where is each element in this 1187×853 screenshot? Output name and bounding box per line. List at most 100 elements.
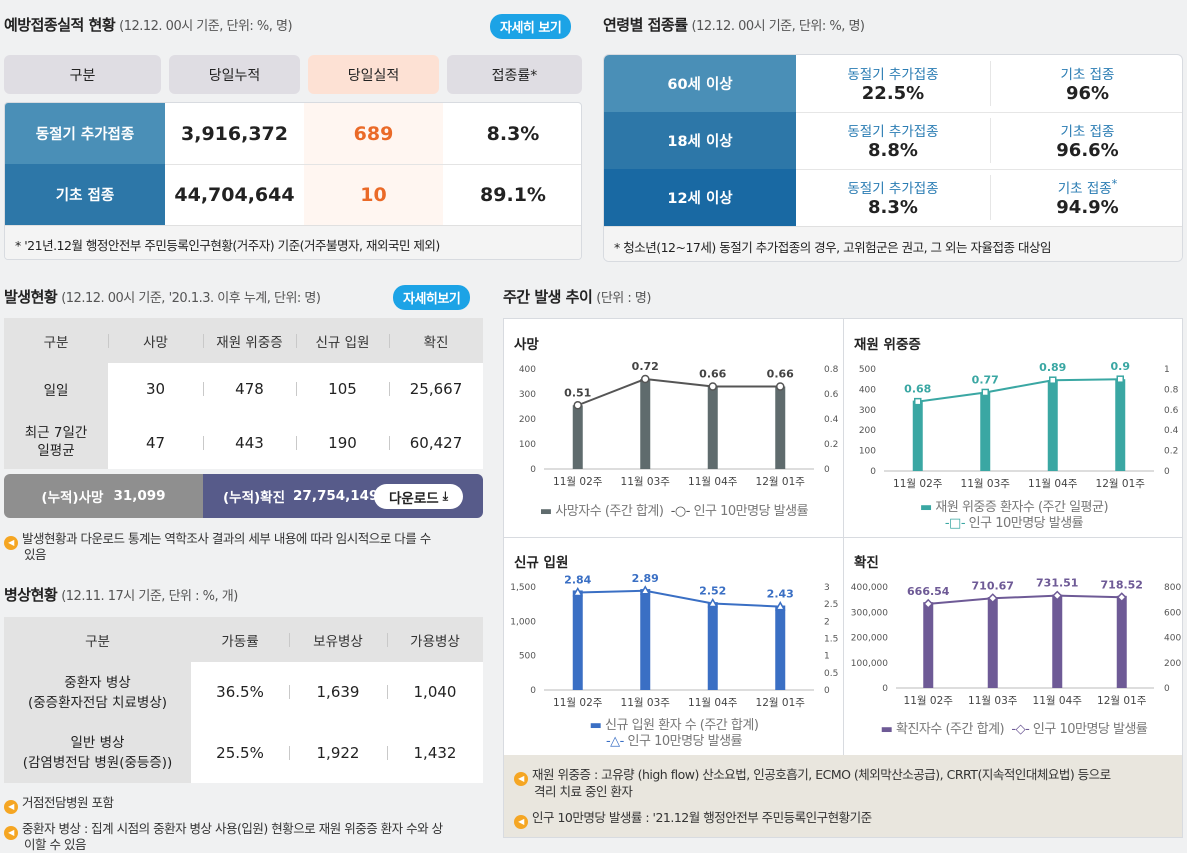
y2-tick-label: 0.2: [824, 440, 838, 450]
bar: [572, 590, 583, 690]
x-tick-label: 12월 01주: [756, 697, 806, 709]
occ-hsep-3: [296, 334, 297, 348]
data-label: 0.9: [1111, 360, 1131, 373]
rate-point: [708, 382, 717, 391]
y-tick-label: 100: [859, 447, 876, 457]
chart4-legend: ▬ 확진자수 (주간 합계) -◇- 인구 10만명당 발생률: [880, 722, 1148, 737]
y2-tick-label: 1: [824, 652, 830, 662]
vacc-detail-button[interactable]: 자세히 보기: [490, 14, 572, 39]
occ-header-category: 구분: [4, 318, 108, 363]
weekly-note-1-cont: 격리 치료 중인 환자: [534, 784, 633, 799]
y-tick-label: 100,000: [851, 659, 888, 669]
rate-line: [577, 589, 781, 608]
rate-point: [914, 397, 922, 406]
occ-header-severe: 재원 위중증: [203, 318, 296, 363]
bar: [707, 386, 718, 469]
age-12-star: *: [1111, 177, 1118, 191]
data-label: 666.54: [907, 585, 950, 598]
bar: [1115, 379, 1126, 471]
beds-icu-avail: 1,040: [413, 683, 457, 701]
beds-hsep-2: [387, 633, 388, 647]
x-tick-label: 12월 01주: [1097, 695, 1147, 707]
x-tick-label: 11월 02주: [893, 478, 943, 490]
chart2-legend: ▬ 재원 위중증 환자수 (주간 일평균) -□- 인구 10만명당 발생률: [919, 500, 1109, 531]
beds-general-rate: 25.5%: [216, 744, 264, 762]
y-tick-label: 500: [859, 365, 876, 375]
occ-hsep-4: [389, 334, 390, 348]
occ-sep-a: [203, 382, 204, 396]
y-tick-label: 200: [859, 426, 876, 436]
occ-daily-severe: 478: [235, 380, 264, 398]
y2-tick-label: 1.5: [824, 635, 838, 645]
x-tick-label: 11월 03주: [961, 478, 1011, 490]
bar: [923, 602, 934, 688]
occ-sep-b: [296, 382, 297, 396]
y2-tick-label: 600: [1164, 608, 1181, 618]
y2-tick-label: 0.6: [824, 390, 839, 400]
rate-point: [572, 586, 584, 597]
download-button[interactable]: 다운로드 ⤓: [374, 484, 463, 509]
y-tick-label: 200: [519, 415, 536, 425]
age-60-booster: 동절기 추가접종 22.5%: [847, 67, 939, 104]
beds-header-have: 보유병상: [289, 617, 387, 662]
data-label: 2.52: [699, 584, 726, 597]
age-18-booster: 동절기 추가접종 8.8%: [847, 124, 939, 161]
bar: [1052, 594, 1063, 688]
vacc-header-cumulative: 당일누적: [169, 55, 300, 94]
y2-tick-label: 3: [824, 583, 830, 593]
beds-title: 병상현황 (12.11. 17시 기준, 단위 : %, 개): [4, 586, 238, 604]
occ-daily-death: 30: [145, 380, 166, 398]
speaker-icon: ◀: [514, 772, 528, 786]
chart-death: 0 100 200 300 400 0 0.2 0.4 0.6 0.8 11월 02주 11월 03주…: [519, 360, 839, 488]
occ-hsep-2: [203, 334, 204, 348]
y2-tick-label: 0: [824, 686, 830, 696]
beds-header-rate: 가동률: [191, 617, 289, 662]
x-tick-label: 11월 03주: [621, 697, 671, 709]
rate-point: [923, 598, 934, 609]
occ-hsep-1: [108, 334, 109, 348]
chart1-legend: ▬ 사망자수 (주간 합계) -○- 인구 10만명당 발생률: [539, 504, 809, 519]
y-tick-label: 0: [530, 465, 536, 475]
chart-confirmed: 0 100,000 200,000 300,000 400,000 0 200 400 600 8…: [851, 577, 1182, 707]
chart2-title: 재원 위중증: [854, 337, 921, 353]
occ-table: 구분 사망 재원 위중증 신규 입원 확진 일일 30 478 105 25,6…: [4, 318, 483, 469]
occ-cum-death: (누적)사망 31,099: [4, 474, 203, 518]
bar: [980, 392, 991, 471]
data-label: 0.66: [699, 368, 726, 381]
beds-note-2-cont: 이할 수 있음: [24, 837, 86, 852]
speaker-icon: ◀: [4, 826, 18, 840]
speaker-icon: ◀: [4, 536, 18, 550]
speaker-icon: ◀: [4, 800, 18, 814]
chart-severe: 0 100 200 300 400 500 0 0.2 0.4 0.6 0.8 1 11월 02주 11월…: [859, 360, 1179, 490]
rate-line: [928, 594, 1122, 605]
occ-sep-e: [296, 436, 297, 450]
vacc-table: 동절기 추가접종 기초 접종 3,916,372 689 8.3% 44,704…: [4, 102, 582, 260]
x-tick-label: 12월 01주: [756, 476, 806, 488]
y-tick-label: 400,000: [851, 583, 888, 593]
beds-icu-have: 1,639: [316, 683, 360, 701]
occ-detail-button[interactable]: 자세히보기: [393, 285, 471, 310]
data-label: 0.51: [564, 386, 591, 399]
y-tick-label: 0: [870, 467, 876, 477]
beds-note-1: ◀ 거점전담병원 포함: [4, 792, 114, 814]
beds-table: 구분 가동률 보유병상 가용병상 중환자 병상 (중증환자전담 치료병상) 36.…: [4, 617, 483, 783]
y2-tick-label: 0.2: [1164, 447, 1178, 457]
occ-daily-confirmed: 25,667: [409, 380, 463, 398]
beds-general-avail: 1,432: [413, 744, 457, 762]
data-label: 0.89: [1039, 361, 1066, 374]
vacc-header-rate: 접종률*: [447, 55, 582, 94]
vacc-note: * '21년.12월 행정안전부 주민등록인구현황(거주자) 기준(거주불명자,…: [5, 225, 581, 259]
y-tick-label: 300: [519, 390, 536, 400]
data-label: 731.51: [1036, 577, 1078, 590]
beds-header-category: 구분: [4, 617, 191, 662]
x-tick-label: 11월 03주: [621, 476, 671, 488]
age-vdivider-1: [990, 61, 991, 106]
rate-point: [641, 374, 650, 384]
age-row-60-label: 60세 이상: [604, 55, 796, 112]
y2-tick-label: 0: [1164, 467, 1170, 477]
age-row-18-label: 18세 이상: [604, 112, 796, 169]
vacc-row-divider: [165, 164, 581, 165]
beds-hsep-1: [289, 633, 290, 647]
occ-note-cont: 있음: [24, 547, 47, 562]
y-tick-label: 300,000: [851, 608, 888, 618]
